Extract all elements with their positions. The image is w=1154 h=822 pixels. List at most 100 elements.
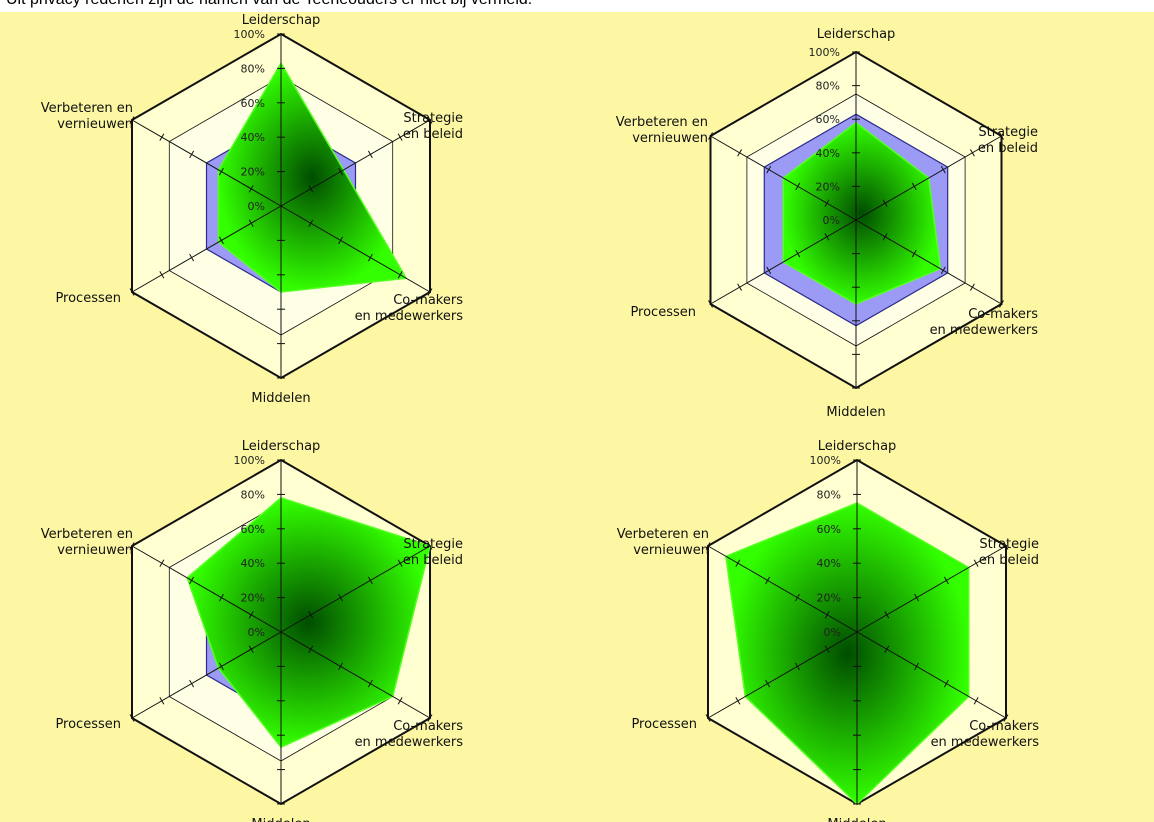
tick-label: 0%: [248, 200, 265, 213]
axis-tick: [367, 253, 373, 262]
axis-tick: [308, 645, 314, 653]
axis-tick: [397, 559, 403, 567]
axis-tick: [794, 593, 800, 602]
axis-spoke: [280, 631, 431, 719]
tick-label: 100%: [810, 454, 841, 467]
axis-label: Strategie en beleid: [978, 125, 1038, 156]
axis-label: Co-makers en medewerkers: [355, 293, 464, 324]
axis-tick: [218, 593, 224, 602]
axis-label: Processen: [55, 717, 121, 732]
axis-tick: [884, 611, 890, 619]
axis-spoke: [710, 219, 857, 305]
axis-tick: [218, 662, 224, 671]
axis-tick: [882, 199, 888, 207]
axis-tick: [943, 576, 949, 585]
axis-tick: [824, 611, 830, 619]
axis-tick: [159, 697, 165, 705]
tick-label: 60%: [241, 97, 265, 110]
axis-tick: [338, 167, 344, 176]
axis-spoke: [280, 119, 431, 207]
tick-label: 60%: [817, 523, 841, 536]
axis-label: Leiderschap: [242, 13, 321, 28]
axis-tick: [248, 219, 254, 227]
axis-tick: [427, 116, 433, 124]
axis-label: Middelen: [827, 817, 886, 822]
axis-tick: [824, 199, 830, 207]
tick-label: 80%: [241, 62, 265, 75]
tick-label: 40%: [816, 147, 840, 160]
axis-label: Leiderschap: [817, 27, 896, 42]
axis-tick: [705, 542, 711, 550]
tick-label: 80%: [241, 488, 265, 501]
axis-tick: [189, 253, 195, 262]
axis-tick: [1003, 542, 1009, 550]
axis-tick: [999, 132, 1004, 140]
tick-label: 40%: [241, 131, 265, 144]
axis-tick: [1003, 714, 1009, 722]
axis-spoke: [280, 205, 431, 293]
axis-label: Middelen: [826, 405, 885, 420]
axis-tick: [367, 150, 373, 159]
tick-label: 20%: [816, 180, 840, 193]
axis-tick: [969, 149, 975, 157]
axis-label: Co-makers en medewerkers: [930, 307, 1039, 338]
axis-spoke: [856, 545, 1007, 633]
axis-tick: [705, 714, 711, 722]
tick-label: 0%: [824, 626, 841, 639]
radar-chart-1: 0% 20% 40% 60% 80% 100%Leiderschap Strategie en…: [41, 13, 463, 406]
tick-label: 60%: [816, 113, 840, 126]
axis-label: Co-makers en medewerkers: [355, 719, 464, 750]
axis-tick: [397, 271, 403, 279]
axis-tick: [129, 542, 135, 550]
axis-label: Leiderschap: [818, 439, 897, 454]
axis-label: Strategie en beleid: [403, 537, 463, 568]
axis-tick: [943, 679, 949, 688]
axis-spoke: [131, 119, 282, 207]
axis-tick: [973, 559, 979, 567]
axis-label: Strategie en beleid: [979, 537, 1039, 568]
axis-tick: [735, 697, 741, 705]
tick-label: 20%: [817, 592, 841, 605]
privacy-caption: Uit privacy redenen zijn de namen van de…: [6, 0, 532, 9]
axis-tick: [794, 662, 800, 671]
axis-spoke: [707, 545, 858, 633]
axis-tick: [973, 697, 979, 705]
tick-label: 60%: [241, 523, 265, 536]
tick-label: 20%: [241, 592, 265, 605]
axis-tick: [824, 645, 830, 653]
axis-tick: [159, 271, 165, 279]
axis-tick: [189, 576, 195, 585]
axis-tick: [708, 132, 713, 140]
axis-label: Co-makers en medewerkers: [931, 719, 1040, 750]
axis-label: Middelen: [251, 817, 310, 822]
axis-tick: [911, 249, 917, 258]
axis-tick: [397, 133, 403, 141]
axis-tick: [308, 611, 314, 619]
axis-tick: [367, 679, 373, 688]
axis-tick: [999, 300, 1004, 308]
tick-label: 40%: [241, 557, 265, 570]
axis-label: Middelen: [251, 391, 310, 406]
axis-tick: [308, 219, 314, 227]
axis-tick: [308, 185, 314, 193]
axis-tick: [940, 266, 946, 275]
axis-spoke: [707, 631, 858, 719]
tick-label: 100%: [809, 46, 840, 59]
axis-label: Processen: [630, 305, 696, 320]
axis-tick: [427, 288, 433, 296]
axis-tick: [129, 288, 135, 296]
axis-spoke: [855, 219, 1002, 305]
radar-chart-2: 0% 20% 40% 60% 80% 100% Leiderschap Strategie en…: [616, 27, 1038, 420]
tick-label: 40%: [817, 557, 841, 570]
axis-tick: [248, 611, 254, 619]
axis-tick: [914, 593, 920, 602]
axis-spoke: [855, 135, 1002, 221]
axis-tick: [338, 236, 344, 245]
axis-tick: [159, 559, 165, 567]
axis-tick: [737, 149, 743, 157]
axis-tick: [338, 593, 344, 602]
axis-spoke: [856, 631, 1007, 719]
axis-tick: [189, 679, 195, 688]
tick-label: 80%: [816, 80, 840, 93]
